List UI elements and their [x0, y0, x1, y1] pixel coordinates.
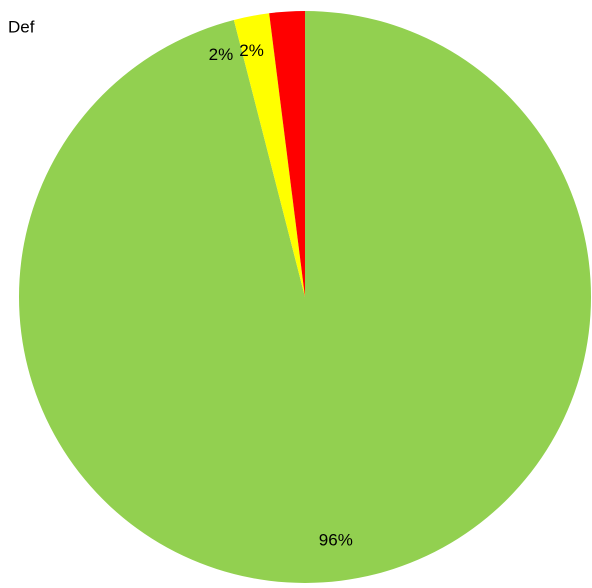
pie-slice: [233, 13, 305, 298]
chart-title: Def: [8, 17, 35, 36]
data-label: 2%: [209, 45, 234, 64]
data-label: 96%: [319, 531, 353, 550]
data-label: 2%: [239, 41, 264, 60]
pie-slice: [269, 11, 305, 297]
